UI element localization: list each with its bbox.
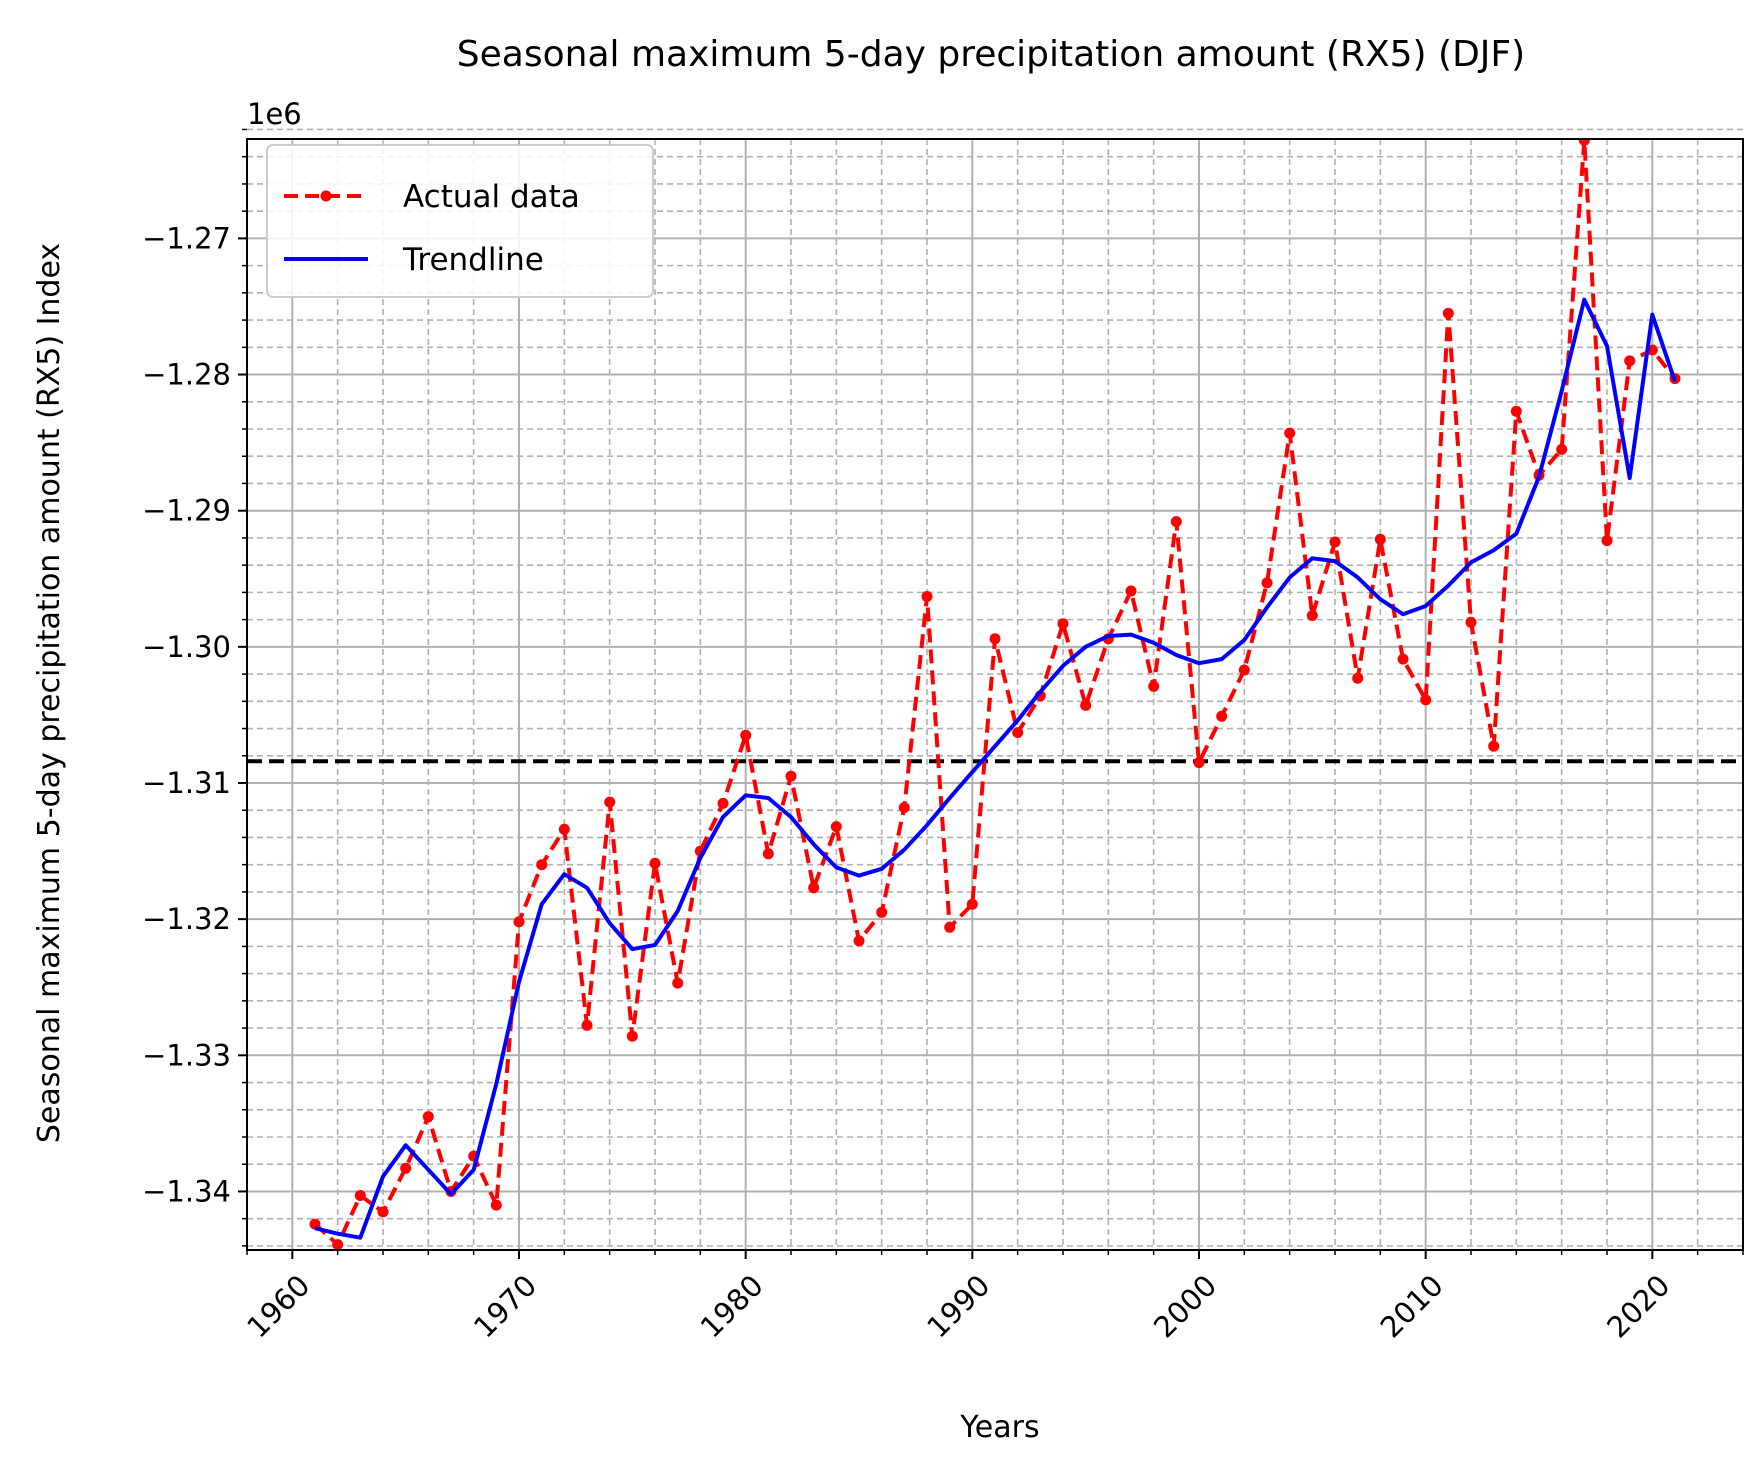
actual-data-point — [762, 848, 774, 860]
actual-data-point — [898, 802, 910, 813]
actual-data-point — [1193, 757, 1205, 769]
actual-data-point — [740, 729, 752, 741]
y-tick-label: −1.28 — [142, 358, 231, 392]
actual-data-point — [1261, 577, 1273, 589]
plot-frame — [246, 138, 1744, 1251]
actual-data-point — [513, 916, 525, 928]
actual-data-point — [1170, 516, 1182, 528]
actual-data-point — [1352, 672, 1364, 684]
actual-data-point — [581, 1019, 593, 1031]
actual-data-point — [377, 1206, 389, 1218]
actual-data-point — [717, 797, 729, 809]
y-offset-label: 1e6 — [247, 97, 302, 131]
actual-data-point — [876, 906, 888, 918]
actual-data-point — [1080, 699, 1092, 711]
actual-data-point — [853, 935, 865, 947]
axis-ticks — [238, 128, 1744, 1259]
actual-data-point — [1012, 727, 1024, 739]
actual-data-point — [830, 821, 842, 833]
actual-data-point — [354, 1190, 366, 1201]
actual-data-point — [604, 796, 616, 808]
actual-data-point — [1306, 610, 1318, 621]
actual-data-point — [1238, 664, 1250, 676]
legend-actual-marker-icon — [320, 190, 332, 202]
actual-data-point — [626, 1030, 638, 1042]
actual-data-point — [1578, 139, 1590, 146]
actual-data-point — [490, 1199, 502, 1211]
actual-data-point — [1624, 355, 1636, 367]
legend: Actual data Trendline — [266, 144, 654, 298]
actual-data-point — [921, 591, 933, 602]
y-axis-label: Seasonal maximum 5-day precipitation amo… — [32, 243, 67, 1143]
actual-data-point — [944, 921, 956, 933]
actual-data-point — [785, 770, 797, 782]
actual-data-point — [1125, 585, 1137, 597]
y-tick-label: −1.32 — [142, 902, 231, 936]
actual-data-point — [1057, 618, 1069, 630]
y-tick-label: −1.27 — [142, 221, 231, 255]
actual-data-point — [1284, 427, 1296, 439]
actual-data-point — [1329, 536, 1341, 548]
actual-data-point — [1397, 653, 1409, 665]
actual-data-point — [808, 882, 820, 894]
y-tick-label: −1.31 — [142, 766, 231, 800]
actual-data-point — [1148, 680, 1160, 692]
actual-data-point — [1465, 616, 1477, 628]
minor-grid — [246, 128, 1744, 1250]
legend-label-actual: Actual data — [403, 179, 580, 215]
actual-data-point — [1510, 405, 1522, 417]
y-tick-label: −1.34 — [142, 1174, 231, 1208]
major-grid — [247, 139, 1743, 1250]
actual-data-point — [332, 1239, 344, 1250]
actual-data-point — [672, 977, 684, 989]
actual-data-point — [1442, 307, 1454, 319]
y-tick-labels: −1.34 −1.33 −1.32 −1.31 −1.30 −1.29 −1.28 −1.27 — [142, 221, 231, 1208]
actual-data-point — [966, 898, 978, 910]
legend-label-trendline: Trendline — [402, 242, 544, 278]
y-tick-label: −1.30 — [142, 630, 231, 664]
actual-data-point — [536, 859, 548, 871]
actual-data-point — [422, 1111, 434, 1123]
actual-data-point — [1216, 710, 1228, 722]
actual-data-point — [1420, 694, 1432, 706]
actual-data-point — [1556, 443, 1568, 455]
actual-data-point — [400, 1162, 412, 1174]
y-tick-label: −1.29 — [142, 494, 231, 528]
actual-data-point — [558, 823, 570, 835]
actual-data-point — [1601, 535, 1613, 547]
actual-data-point — [649, 857, 661, 869]
chart-title: Seasonal maximum 5-day precipitation amo… — [457, 34, 1525, 75]
y-tick-label: −1.33 — [142, 1038, 231, 1072]
actual-data-point — [1488, 740, 1500, 752]
actual-data-point — [1374, 533, 1386, 545]
series-trendline — [314, 297, 1677, 1240]
series-layer — [309, 139, 1681, 1250]
x-axis-label: Years — [959, 1410, 1039, 1445]
actual-data-point — [989, 633, 1001, 645]
